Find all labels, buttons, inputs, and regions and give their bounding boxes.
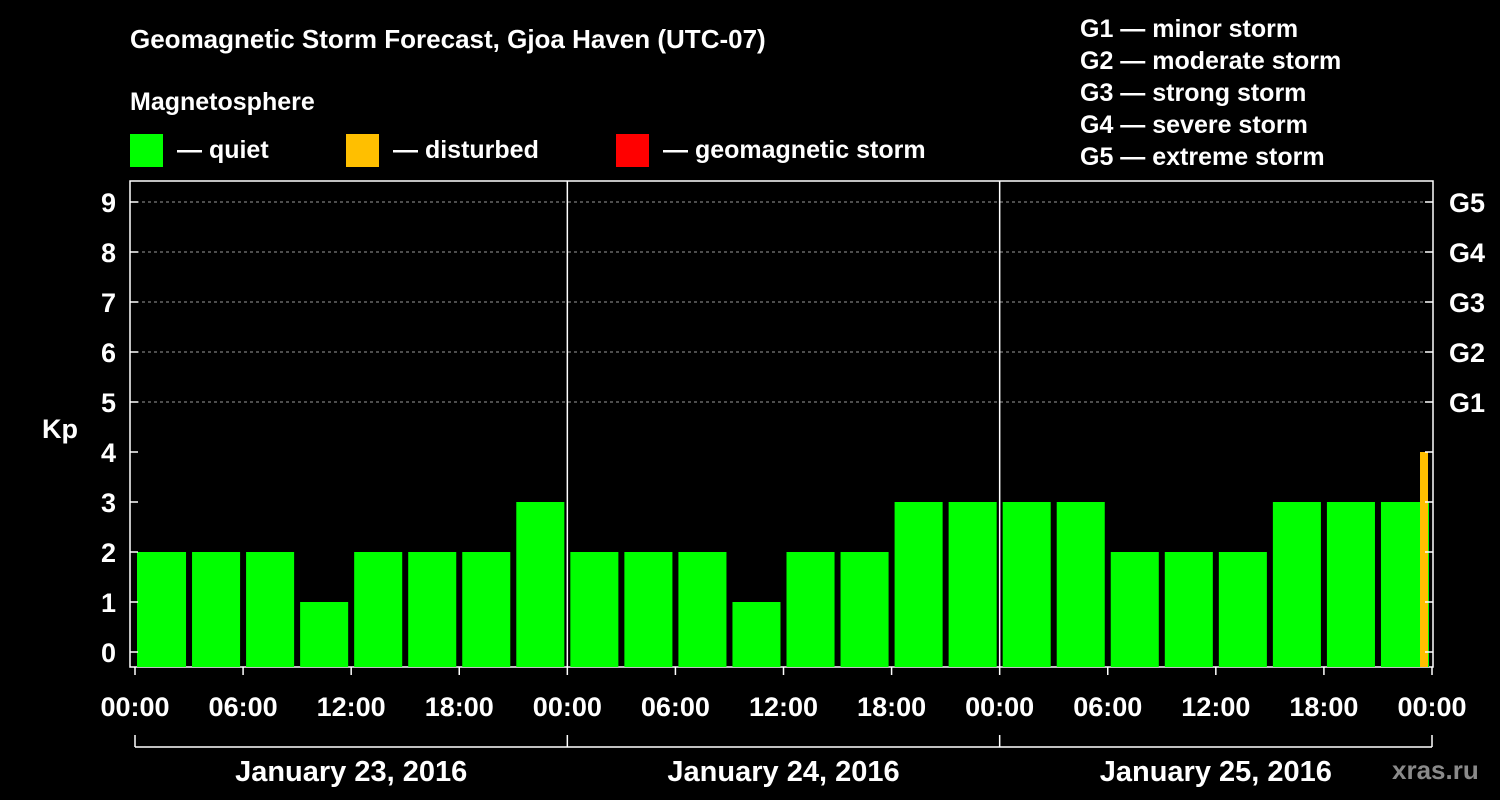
x-tick-label: 00:00 [1397, 692, 1466, 722]
kp-bar [786, 552, 835, 667]
y-axis-label: Kp [42, 414, 78, 444]
kp-bar [840, 552, 889, 667]
plot-frame [129, 180, 1434, 668]
x-tick-label: 06:00 [209, 692, 278, 722]
legend-swatch-storm [616, 134, 649, 167]
kp-bar [1164, 552, 1213, 667]
kp-bar [948, 502, 997, 667]
x-tick-label: 12:00 [1181, 692, 1250, 722]
kp-bar [1002, 502, 1051, 667]
storm-scale-item: G5 — extreme storm [1080, 143, 1325, 171]
kp-bar [462, 552, 511, 667]
kp-bar [678, 552, 727, 667]
g-scale-label: G2 [1449, 338, 1485, 368]
kp-bar [1110, 552, 1159, 667]
kp-bar [192, 552, 241, 667]
x-tick-label: 00:00 [533, 692, 602, 722]
g-scale-label: G5 [1449, 188, 1485, 218]
watermark: xras.ru [1392, 755, 1479, 785]
day-label: January 25, 2016 [1100, 756, 1332, 788]
y-tick-label: 6 [101, 338, 116, 368]
chart-title: Geomagnetic Storm Forecast, Gjoa Haven (… [130, 24, 766, 54]
y-tick-label: 4 [101, 438, 116, 468]
legend-heading: Magnetosphere [130, 88, 315, 116]
y-tick-label: 9 [101, 188, 116, 218]
legend: — quiet — disturbed — geomagnetic storm [130, 134, 926, 167]
y-tick-label: 7 [101, 288, 116, 318]
kp-bar [137, 552, 187, 667]
y-tick-label: 5 [101, 388, 116, 418]
x-tick-label: 12:00 [749, 692, 818, 722]
y-tick-label: 2 [101, 538, 116, 568]
legend-swatch-quiet [130, 134, 163, 167]
kp-bar [1218, 552, 1267, 667]
kp-bar [1056, 502, 1105, 667]
kp-bar [624, 552, 673, 667]
y-tick-label: 8 [101, 238, 116, 268]
kp-bar [408, 552, 457, 667]
x-tick-label: 00:00 [100, 692, 169, 722]
g-scale-label: G1 [1449, 388, 1485, 418]
kp-bar [1326, 502, 1375, 667]
storm-scale-item: G2 — moderate storm [1080, 47, 1341, 75]
x-tick-label: 18:00 [1289, 692, 1358, 722]
plot-area: 0 1 2 3 4 5 6 7 8 9 G1 G2 G3 G4 G5 00:00 06:00 12:00 18:00… [100, 180, 1485, 788]
x-tick-label: 06:00 [1073, 692, 1142, 722]
kp-bar [1420, 452, 1428, 667]
storm-scale-item: G3 — strong storm [1080, 79, 1306, 107]
legend-label-storm: — geomagnetic storm [663, 136, 926, 164]
x-tick-label: 18:00 [857, 692, 926, 722]
kp-bar [354, 552, 403, 667]
kp-bar [894, 502, 943, 667]
storm-scale-item: G1 — minor storm [1080, 15, 1298, 43]
kp-bar [516, 502, 565, 667]
legend-label-disturbed: — disturbed [393, 136, 539, 164]
y-tick-label: 0 [101, 638, 116, 668]
g-scale-label: G3 [1449, 288, 1485, 318]
x-tick-label: 00:00 [965, 692, 1034, 722]
x-tick-label: 12:00 [317, 692, 386, 722]
legend-swatch-disturbed [346, 134, 379, 167]
y-tick-label: 1 [101, 588, 116, 618]
kp-bar [300, 602, 349, 667]
x-tick-label: 18:00 [425, 692, 494, 722]
legend-label-quiet: — quiet [177, 136, 269, 164]
kp-bar [246, 552, 295, 667]
x-tick-label: 06:00 [641, 692, 710, 722]
day-label: January 24, 2016 [667, 756, 899, 788]
y-tick-label: 3 [101, 488, 116, 518]
kp-bar [1272, 502, 1321, 667]
day-label: January 23, 2016 [235, 756, 467, 788]
storm-scale-item: G4 — severe storm [1080, 111, 1308, 139]
kp-bar [570, 552, 619, 667]
storm-scale-legend: G1 — minor storm G2 — moderate storm G3 — … [1080, 15, 1341, 171]
g-scale-label: G4 [1449, 238, 1485, 268]
kp-bar [732, 602, 781, 667]
